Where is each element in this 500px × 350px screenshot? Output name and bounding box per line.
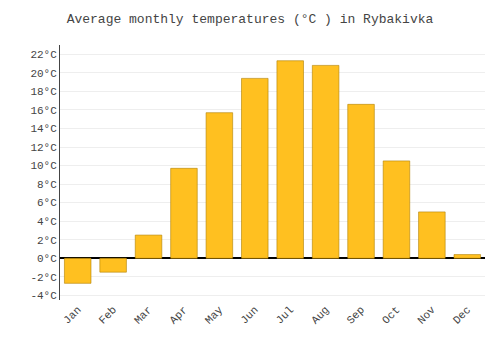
svg-text:Nov: Nov [415, 304, 438, 327]
svg-text:22°C: 22°C [30, 49, 57, 61]
svg-text:6°C: 6°C [37, 197, 57, 209]
svg-text:May: May [203, 304, 226, 327]
svg-text:Feb: Feb [97, 304, 119, 326]
svg-text:20°C: 20°C [30, 68, 57, 80]
svg-text:Sep: Sep [345, 304, 367, 326]
svg-text:Average monthly temperatures (: Average monthly temperatures (°C ) in Ry… [67, 12, 434, 27]
svg-text:16°C: 16°C [30, 105, 57, 117]
svg-text:4°C: 4°C [37, 216, 57, 228]
svg-text:Jun: Jun [238, 304, 260, 326]
svg-text:Jul: Jul [274, 304, 296, 326]
svg-text:Apr: Apr [167, 304, 189, 326]
svg-text:-4°C: -4°C [30, 290, 57, 302]
svg-text:Mar: Mar [132, 304, 154, 326]
svg-text:Aug: Aug [309, 304, 331, 326]
svg-text:Jan: Jan [61, 304, 83, 326]
svg-text:18°C: 18°C [30, 86, 57, 98]
svg-text:-2°C: -2°C [30, 272, 57, 284]
svg-text:10°C: 10°C [30, 160, 57, 172]
svg-text:2°C: 2°C [37, 235, 57, 247]
svg-text:0°C: 0°C [37, 253, 57, 265]
svg-text:12°C: 12°C [30, 142, 57, 154]
svg-text:14°C: 14°C [30, 123, 57, 135]
svg-text:Dec: Dec [451, 304, 473, 326]
svg-text:Oct: Oct [380, 304, 402, 326]
svg-text:8°C: 8°C [37, 179, 57, 191]
